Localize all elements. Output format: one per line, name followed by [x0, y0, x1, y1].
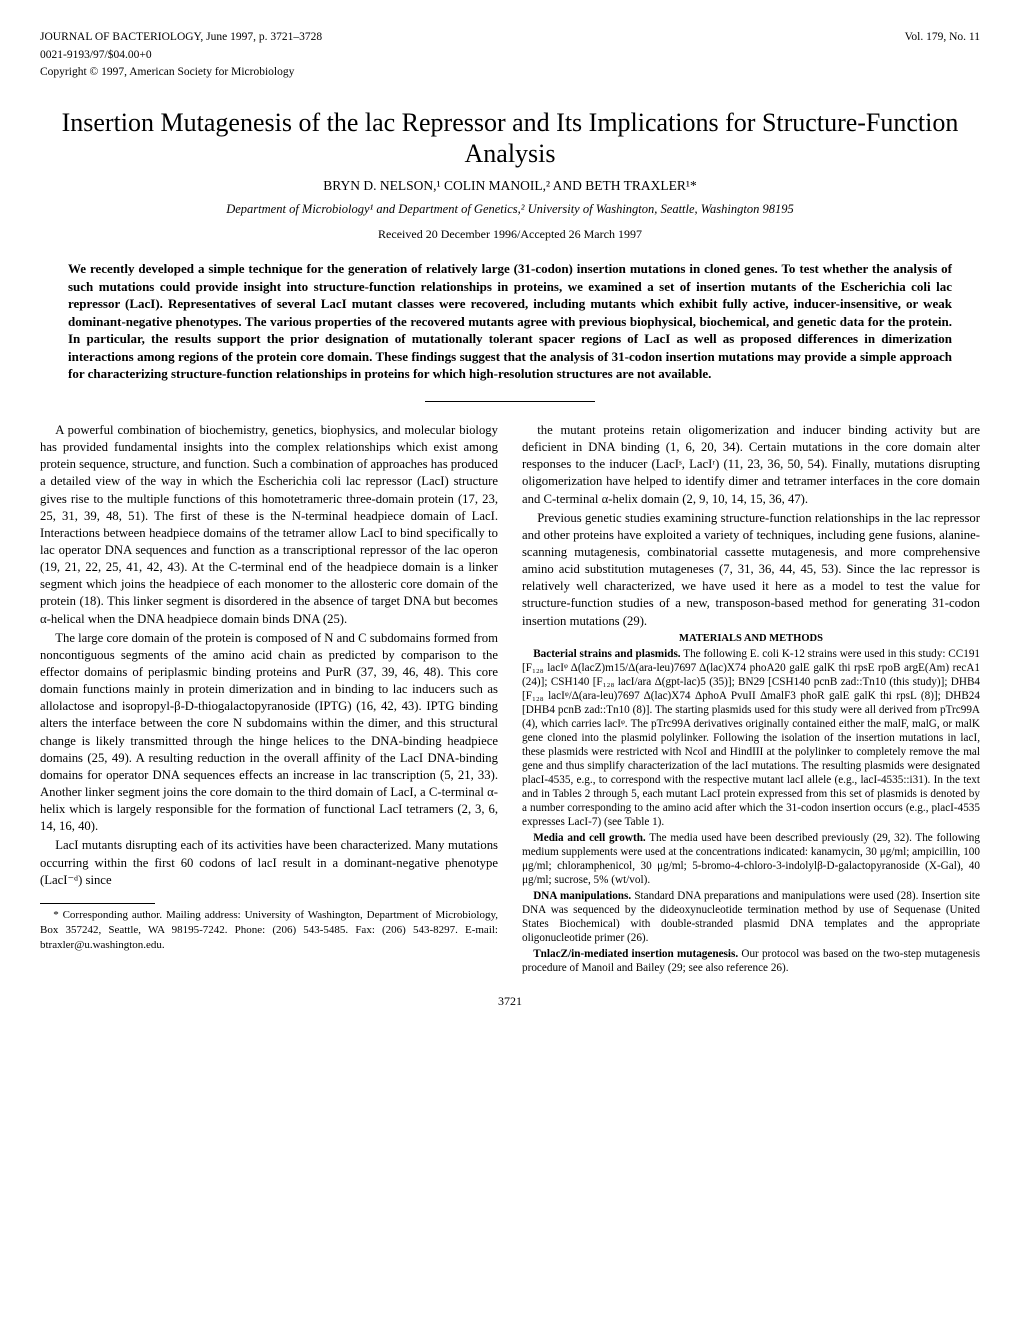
- copyright-line: Copyright © 1997, American Society for M…: [40, 65, 980, 81]
- issn-line: 0021-9193/97/$04.00+0: [40, 48, 980, 64]
- methods-paragraph: Media and cell growth. The media used ha…: [522, 831, 980, 887]
- body-paragraph: A powerful combination of biochemistry, …: [40, 422, 498, 628]
- page-number: 3721: [40, 993, 980, 1009]
- methods-lead: DNA manipulations.: [533, 890, 631, 902]
- methods-heading: MATERIALS AND METHODS: [522, 632, 980, 645]
- methods-lead: Media and cell growth.: [533, 832, 646, 844]
- methods-paragraph: DNA manipulations. Standard DNA preparat…: [522, 889, 980, 945]
- footnote-rule: [40, 903, 155, 904]
- received-dates: Received 20 December 1996/Accepted 26 Ma…: [40, 226, 980, 242]
- journal-line: JOURNAL OF BACTERIOLOGY, June 1997, p. 3…: [40, 30, 322, 46]
- body-paragraph: the mutant proteins retain oligomerizati…: [522, 422, 980, 508]
- authors: BRYN D. NELSON,¹ COLIN MANOIL,² AND BETH…: [40, 177, 980, 195]
- corresponding-author-footnote: * Corresponding author. Mailing address:…: [40, 908, 498, 953]
- body-paragraph: LacI mutants disrupting each of its acti…: [40, 837, 498, 888]
- abstract: We recently developed a simple technique…: [68, 260, 952, 383]
- body-paragraph: The large core domain of the protein is …: [40, 630, 498, 836]
- article-title: Insertion Mutagenesis of the lac Repress…: [40, 107, 980, 169]
- methods-lead: Bacterial strains and plasmids.: [533, 648, 680, 660]
- methods-lead: TnlacZ/in-mediated insertion mutagenesis…: [533, 948, 738, 960]
- abstract-rule: [425, 401, 594, 402]
- volume-line: Vol. 179, No. 11: [905, 30, 980, 46]
- body-paragraph: Previous genetic studies examining struc…: [522, 510, 980, 630]
- methods-paragraph: Bacterial strains and plasmids. The foll…: [522, 647, 980, 829]
- methods-text: The following E. coli K-12 strains were …: [522, 648, 980, 828]
- affiliation: Department of Microbiology¹ and Departme…: [40, 201, 980, 218]
- methods-paragraph: TnlacZ/in-mediated insertion mutagenesis…: [522, 947, 980, 975]
